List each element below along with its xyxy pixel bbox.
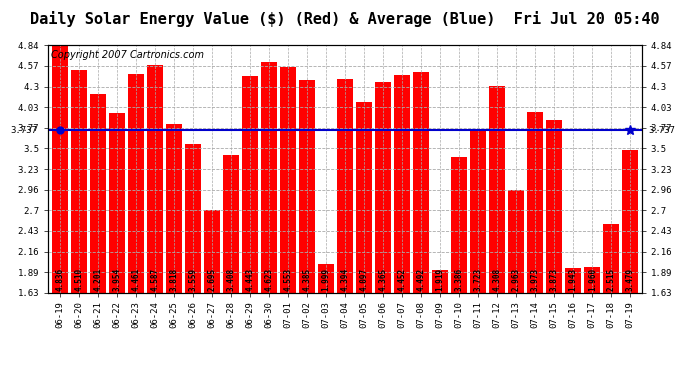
Bar (109, 113, 125, 292)
Bar (52, 45, 68, 292)
Bar (299, 80, 315, 292)
Bar (394, 75, 410, 292)
Text: 2.963: 2.963 (512, 268, 521, 291)
Bar (413, 72, 429, 292)
Bar (128, 74, 144, 292)
Bar (318, 264, 334, 292)
Bar (280, 67, 296, 292)
Bar (604, 224, 619, 292)
Bar (185, 144, 201, 292)
Text: 3.818: 3.818 (169, 268, 178, 291)
Text: 4.587: 4.587 (150, 268, 159, 291)
Text: 4.461: 4.461 (131, 268, 140, 291)
Text: 4.385: 4.385 (302, 268, 311, 291)
Text: 4.623: 4.623 (264, 268, 273, 291)
Bar (242, 76, 257, 292)
Text: 2.515: 2.515 (607, 268, 615, 291)
Text: 3.479: 3.479 (626, 268, 635, 291)
Bar (375, 82, 391, 292)
Bar (509, 190, 524, 292)
Bar (147, 64, 163, 292)
Text: 3.386: 3.386 (455, 268, 464, 291)
Text: 4.443: 4.443 (246, 268, 255, 291)
Text: 1.919: 1.919 (435, 268, 444, 291)
Text: 1.960: 1.960 (588, 268, 597, 291)
Bar (546, 120, 562, 292)
Text: 3.408: 3.408 (226, 268, 235, 291)
Bar (261, 62, 277, 292)
Bar (356, 102, 372, 292)
Bar (223, 155, 239, 292)
Text: 3.737: 3.737 (649, 126, 676, 135)
Bar (565, 268, 581, 292)
Text: 4.452: 4.452 (397, 268, 406, 291)
Bar (622, 150, 638, 292)
Text: 4.492: 4.492 (417, 268, 426, 291)
Text: 4.097: 4.097 (359, 268, 368, 291)
Bar (337, 80, 353, 292)
Text: 1.999: 1.999 (322, 268, 331, 291)
Text: 3.723: 3.723 (473, 268, 482, 291)
Bar (471, 131, 486, 292)
Text: 4.510: 4.510 (75, 268, 83, 291)
Text: 3.954: 3.954 (112, 268, 121, 291)
Text: 3.873: 3.873 (550, 268, 559, 291)
Bar (90, 94, 106, 292)
Text: 4.553: 4.553 (284, 268, 293, 291)
Text: 4.201: 4.201 (93, 268, 102, 291)
Text: 4.394: 4.394 (340, 268, 350, 291)
Bar (527, 112, 543, 292)
Bar (451, 157, 467, 292)
Text: Copyright 2007 Cartronics.com: Copyright 2007 Cartronics.com (51, 50, 204, 60)
Text: 3.973: 3.973 (531, 268, 540, 291)
Text: 2.695: 2.695 (208, 268, 217, 291)
Bar (584, 267, 600, 292)
Bar (204, 210, 219, 292)
Text: 4.365: 4.365 (379, 268, 388, 291)
Text: Daily Solar Energy Value ($) (Red) & Average (Blue)  Fri Jul 20 05:40: Daily Solar Energy Value ($) (Red) & Ave… (30, 11, 660, 27)
Bar (71, 70, 86, 292)
Bar (433, 270, 448, 292)
Bar (166, 124, 181, 292)
Text: 3.737: 3.737 (10, 126, 37, 135)
Text: 4.836: 4.836 (55, 268, 64, 291)
Text: 4.308: 4.308 (493, 268, 502, 291)
Text: 1.943: 1.943 (569, 268, 578, 291)
Bar (489, 86, 505, 292)
Text: 3.559: 3.559 (188, 268, 197, 291)
